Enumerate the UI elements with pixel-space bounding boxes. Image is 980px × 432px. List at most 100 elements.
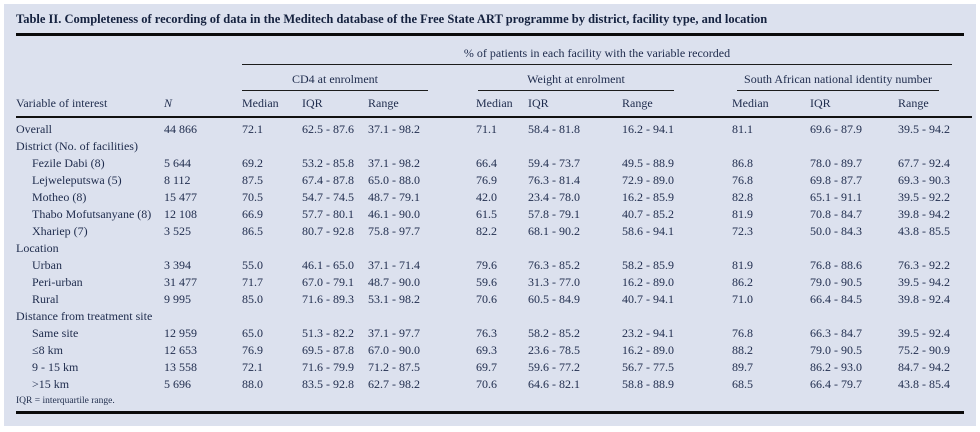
section-label: District (No. of facilities) <box>16 139 138 153</box>
table-cell: 76.3 - 85.2 <box>528 258 580 272</box>
table-cell: 86.5 <box>242 224 263 238</box>
table-panel: Table II. Completeness of recording of d… <box>4 4 976 426</box>
group-said-label: South African national identity number <box>737 72 939 91</box>
table-cell: 76.8 <box>732 173 753 187</box>
table-row: Overall 44 866 72.1 62.5 - 87.6 37.1 - 98.2 7… <box>16 117 972 138</box>
table-body: Overall 44 866 72.1 62.5 - 87.6 37.1 - 98.2 7… <box>16 117 972 393</box>
table-cell: 16.2 - 89.0 <box>622 343 674 357</box>
data-table: % of patients in each facility with the … <box>16 36 973 393</box>
row-label: Overall <box>16 122 52 136</box>
table-cell: 76.8 <box>732 326 753 340</box>
table-cell: 12 653 <box>164 343 197 357</box>
group-weight: Weight at enrolment <box>476 65 732 91</box>
table-cell: 76.8 - 88.6 <box>810 258 862 272</box>
section-label: Location <box>16 241 59 255</box>
table-cell: 39.8 - 94.2 <box>898 207 950 221</box>
table-cell: 39.5 - 94.2 <box>898 275 950 289</box>
table-cell: 71.6 - 79.9 <box>302 360 354 374</box>
table-cell: 37.1 - 98.2 <box>368 156 420 170</box>
row-label: ≤8 km <box>32 343 63 357</box>
row-label: >15 km <box>32 377 70 391</box>
table-cell: 37.1 - 71.4 <box>368 258 420 272</box>
table-cell: 40.7 - 94.1 <box>622 292 674 306</box>
table-cell: 75.2 - 90.9 <box>898 343 950 357</box>
table-cell: 81.9 <box>732 258 753 272</box>
table-cell: 59.6 - 77.2 <box>528 360 580 374</box>
table-cell: 53.2 - 85.8 <box>302 156 354 170</box>
section-label: Distance from treatment site <box>16 309 153 323</box>
table-cell: 58.8 - 88.9 <box>622 377 674 391</box>
table-cell: 82.8 <box>732 190 753 204</box>
table-cell: 37.1 - 98.2 <box>368 122 420 136</box>
table-cell: 46.1 - 65.0 <box>302 258 354 272</box>
table-cell: 66.4 <box>476 156 497 170</box>
column-header-said-median: Median <box>732 91 810 118</box>
table-row: Same site 12 959 65.0 51.3 - 82.2 37.1 - 97.… <box>16 325 972 342</box>
table-row: Fezile Dabi (8) 5 644 69.2 53.2 - 85.8 37.1 … <box>16 155 972 172</box>
table-cell: 82.2 <box>476 224 497 238</box>
table-cell: 16.2 - 89.0 <box>622 275 674 289</box>
row-label: Same site <box>32 326 79 340</box>
table-cell: 59.4 - 73.7 <box>528 156 580 170</box>
table-cell: 86.2 <box>732 275 753 289</box>
row-label: Urban <box>32 258 62 272</box>
table-cell: 43.8 - 85.4 <box>898 377 950 391</box>
table-cell: 71.6 - 89.3 <box>302 292 354 306</box>
table-cell: 86.8 <box>732 156 753 170</box>
table-cell: 85.0 <box>242 292 263 306</box>
table-cell: 50.0 - 84.3 <box>810 224 862 238</box>
column-header-n: N <box>164 91 242 118</box>
table-cell: 72.1 <box>242 360 263 374</box>
group-header-row: CD4 at enrolment Weight at enrolment Sou… <box>16 65 972 91</box>
table-cell: 39.5 - 92.2 <box>898 190 950 204</box>
table-cell: 57.7 - 80.1 <box>302 207 354 221</box>
table-cell: 5 696 <box>164 377 191 391</box>
table-cell: 13 558 <box>164 360 197 374</box>
table-cell: 69.3 - 90.3 <box>898 173 950 187</box>
table-cell: 84.7 - 94.2 <box>898 360 950 374</box>
group-spacer <box>16 65 242 91</box>
table-cell: 40.7 - 85.2 <box>622 207 674 221</box>
table-cell: 78.0 - 89.7 <box>810 156 862 170</box>
table-cell: 49.5 - 88.9 <box>622 156 674 170</box>
table-cell: 66.3 - 84.7 <box>810 326 862 340</box>
table-cell: 69.2 <box>242 156 263 170</box>
row-label: Lejweleputswa (5) <box>32 173 122 187</box>
table-cell: 80.7 - 92.8 <box>302 224 354 238</box>
group-weight-label: Weight at enrolment <box>478 72 674 91</box>
row-label: Rural <box>32 292 59 306</box>
table-cell: 69.8 - 87.7 <box>810 173 862 187</box>
table-cell: 43.8 - 85.5 <box>898 224 950 238</box>
table-cell: 53.1 - 98.2 <box>368 292 420 306</box>
column-header-weight-median: Median <box>476 91 528 118</box>
table-cell: 62.5 - 87.6 <box>302 122 354 136</box>
table-cell: 67.0 - 79.1 <box>302 275 354 289</box>
table-cell: 76.3 <box>476 326 497 340</box>
table-cell: 65.1 - 91.1 <box>810 190 862 204</box>
table-cell: 56.7 - 77.5 <box>622 360 674 374</box>
column-header-row: Variable of interest N Median IQR Range … <box>16 91 973 118</box>
row-label: 9 - 15 km <box>32 360 79 374</box>
table-cell: 23.2 - 94.1 <box>622 326 674 340</box>
table-cell: 69.7 <box>476 360 497 374</box>
table-cell: 81.9 <box>732 207 753 221</box>
table-cell: 71.1 <box>476 122 497 136</box>
column-header-cd4-median: Median <box>242 91 302 118</box>
table-cell: 69.3 <box>476 343 497 357</box>
column-header-said-range: Range <box>898 91 973 118</box>
table-cell: 87.5 <box>242 173 263 187</box>
group-cd4-label: CD4 at enrolment <box>242 72 428 91</box>
section-row: Location <box>16 240 972 257</box>
table-cell: 3 394 <box>164 258 191 272</box>
table-cell: 39.8 - 92.4 <box>898 292 950 306</box>
table-cell: 86.2 - 93.0 <box>810 360 862 374</box>
table-cell: 69.6 - 87.9 <box>810 122 862 136</box>
row-label: Fezile Dabi (8) <box>32 156 105 170</box>
table-cell: 48.7 - 79.1 <box>368 190 420 204</box>
table-cell: 70.6 <box>476 292 497 306</box>
table-cell: 3 525 <box>164 224 191 238</box>
table-cell: 55.0 <box>242 258 263 272</box>
table-cell: 61.5 <box>476 207 497 221</box>
column-header-cd4-range: Range <box>368 91 476 118</box>
table-cell: 70.5 <box>242 190 263 204</box>
